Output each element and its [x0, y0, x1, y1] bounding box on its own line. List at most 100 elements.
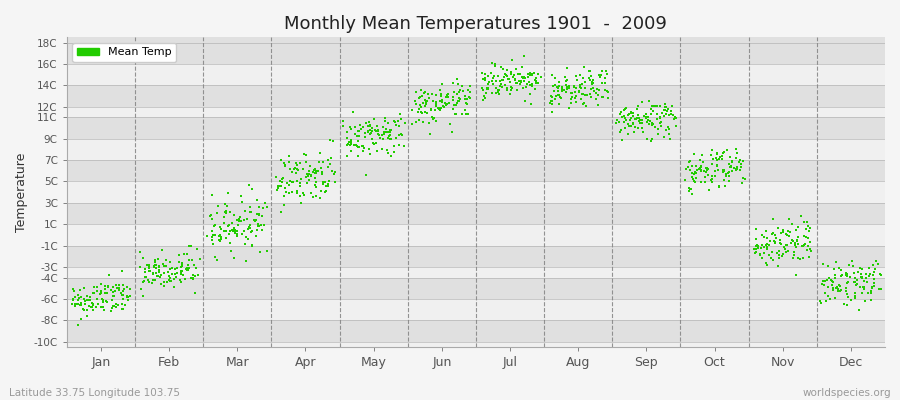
Point [830, 284, 844, 290]
Point [705, 175, 719, 182]
Point [648, 103, 662, 109]
Point [167, 284, 182, 290]
Point [232, 218, 247, 224]
Point [709, 162, 724, 168]
Point [88, 304, 103, 310]
Point [383, 152, 398, 159]
Point [163, 275, 177, 281]
Point [205, 241, 220, 247]
Point [393, 111, 408, 118]
Point [720, 146, 734, 153]
Point [184, 275, 198, 282]
Point [699, 164, 714, 171]
Point [523, 91, 537, 98]
Point [770, 250, 785, 256]
Point [371, 131, 385, 137]
Point [780, 248, 795, 254]
Point [494, 81, 508, 87]
Point [710, 167, 724, 173]
Point [694, 179, 708, 186]
Point [341, 141, 356, 147]
Point [427, 115, 441, 122]
Point [312, 158, 327, 165]
Bar [67, 118, 885, 139]
Point [570, 77, 584, 83]
Point [222, 209, 237, 215]
Point [828, 275, 842, 282]
Point [353, 122, 367, 129]
Point [414, 93, 428, 100]
Point [551, 85, 565, 92]
Point [487, 61, 501, 67]
Point [68, 303, 83, 309]
Point [309, 169, 323, 176]
Point [839, 284, 853, 291]
Point [95, 299, 110, 306]
Point [598, 67, 613, 74]
Point [190, 246, 204, 252]
Point [294, 200, 309, 206]
Point [661, 106, 675, 112]
Bar [67, 203, 885, 224]
Point [801, 242, 815, 249]
Point [382, 129, 396, 136]
Point [217, 214, 231, 220]
Point [180, 265, 194, 271]
Point [419, 98, 434, 105]
Bar [67, 299, 885, 320]
Point [481, 86, 495, 92]
Point [642, 121, 656, 127]
Point [446, 97, 460, 103]
Point [653, 120, 668, 126]
Point [76, 296, 91, 302]
Point [633, 120, 647, 126]
Point [525, 80, 539, 87]
Point [617, 107, 632, 113]
Point [182, 256, 196, 263]
Point [480, 85, 494, 91]
Point [146, 270, 160, 276]
Point [722, 177, 736, 184]
Point [659, 104, 673, 110]
Point [635, 120, 650, 126]
Point [357, 134, 372, 140]
Point [852, 307, 867, 314]
Point [361, 119, 375, 125]
Point [679, 166, 693, 172]
Point [646, 108, 661, 114]
Point [555, 88, 570, 94]
Point [773, 230, 788, 237]
Point [336, 123, 350, 129]
Point [753, 244, 768, 251]
Point [669, 115, 683, 122]
Point [705, 146, 719, 153]
Point [146, 271, 160, 278]
Point [79, 306, 94, 313]
Point [156, 261, 170, 267]
Point [94, 290, 109, 296]
Point [482, 86, 496, 92]
Point [816, 278, 831, 284]
Point [420, 98, 435, 104]
Point [545, 108, 560, 115]
Point [728, 146, 742, 152]
Point [822, 274, 836, 281]
Point [204, 237, 219, 243]
Point [787, 249, 801, 255]
Point [716, 167, 730, 173]
Point [525, 70, 539, 77]
Point [591, 87, 606, 94]
Point [550, 84, 564, 90]
Point [250, 223, 265, 229]
Point [212, 232, 227, 238]
Point [861, 272, 876, 279]
Point [840, 270, 854, 277]
Point [170, 270, 184, 276]
Point [847, 278, 861, 285]
Point [759, 228, 773, 234]
Point [789, 244, 804, 250]
Point [647, 103, 662, 109]
Point [339, 134, 354, 141]
Point [175, 268, 189, 274]
Point [238, 258, 253, 264]
